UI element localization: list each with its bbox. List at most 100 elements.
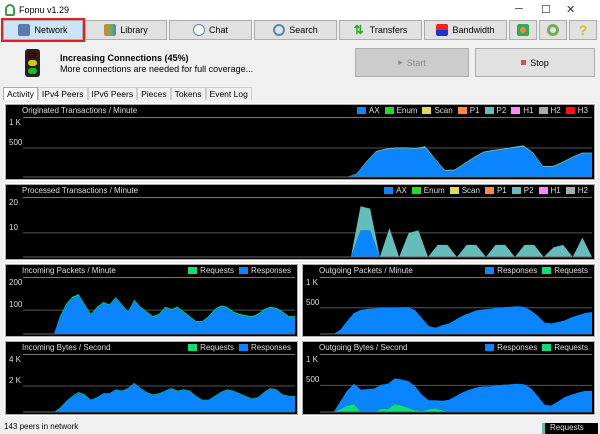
y-tick-label: 100 [9,300,23,310]
chart-panel: Outgoing Bytes / Second Responses Requests… [301,340,596,416]
legend-swatch [238,344,248,351]
bandwidth-icon [436,24,449,36]
toolbar-label: Network [34,25,68,35]
legend-swatch [449,187,459,194]
toolbar-search-button[interactable]: Search [254,20,337,40]
toolbar-label: Bandwidth [452,25,495,35]
legend-swatch [542,344,552,351]
legend-item: Enum [384,106,417,115]
main-toolbar: Network Library Chat Search ⇅ Transfers B… [1,18,597,42]
series-area-p2 [23,206,592,257]
toolbar-bandwidth-button[interactable]: Bandwidth [424,20,507,40]
chart-plot [320,277,592,335]
tab-ipv4-peers[interactable]: IPv4 Peers [37,87,88,100]
toolbar-library-button[interactable]: Library [85,20,167,40]
stop-icon [521,60,527,65]
settings-icon [547,24,559,36]
legend-swatch [188,267,198,274]
legend-swatch [411,187,421,194]
chart-title: Incoming Bytes / Second [22,343,111,352]
maximize-button[interactable]: ☐ [541,4,551,16]
chart-title: Processed Transactions / Minute [22,186,139,195]
toolbar-label: Search [289,25,318,35]
settings-button[interactable] [539,20,567,40]
toolbar-chat-button[interactable]: Chat [169,20,252,40]
stop-label: Stop [530,57,549,68]
legend-item: Requests [188,343,234,352]
legend-swatch [565,107,575,114]
start-button[interactable]: ▸ Start [355,48,469,77]
legend-swatch [538,107,548,114]
series-area-responses [23,383,295,412]
status-message: More connections are needed for full cov… [60,64,254,74]
tab-ipv6-peers[interactable]: IPv6 Peers [87,87,138,100]
series-area-requests [320,404,592,412]
legend-swatch [511,107,521,114]
legend-swatch [538,187,548,194]
chart-panel: Processed Transactions / Minute AX Enum Sca… [4,183,596,261]
legend-item: Scan [449,186,480,195]
toolbar-network-button[interactable]: Network [1,18,85,42]
series-area-responses [320,378,592,412]
legend-item: P2 [484,106,506,115]
tab-pieces[interactable]: Pieces [137,87,171,100]
status-title: Increasing Connections (45%) [60,53,189,63]
tab-tokens[interactable]: Tokens [170,87,206,100]
chart-legend: Responses Requests [485,343,588,352]
chart-legend: Requests Responses [188,343,291,352]
legend-swatch [422,107,432,114]
chart-panel: Originated Transactions / Minute AX Enum Sc… [4,103,596,181]
legend-swatch [457,107,467,114]
chart-panel: Incoming Bytes / Second Requests Responses… [4,340,299,416]
series-area-responses [320,306,592,334]
chart-title: Outgoing Bytes / Second [319,343,408,352]
close-button[interactable]: ✕ [566,4,576,16]
chart-legend: Responses Requests [485,266,588,275]
legend-swatch [356,107,366,114]
app-logo-icon [5,4,15,16]
chart-panel: Outgoing Packets / Minute Responses Reques… [301,263,596,338]
chart-tooltip: Requests [542,423,598,434]
y-tick-label: 10 [9,222,18,232]
toolbar-label: Transfers [369,25,408,35]
legend-swatch [384,187,394,194]
y-tick-label: 4 K [9,355,22,364]
legend-item: H2 [538,106,561,115]
series-area-ax [23,146,592,177]
help-button[interactable]: ? [569,20,597,40]
legend-item: Requests [188,266,234,275]
toolbar-transfers-button[interactable]: ⇅ Transfers [339,20,422,40]
minimize-button[interactable]: ─ [515,3,523,15]
legend-swatch [485,267,495,274]
series-area-responses [23,295,295,334]
tab-event-log[interactable]: Event Log [205,87,252,100]
legend-swatch [484,187,494,194]
chart-legend: Requests Responses [188,266,291,275]
stop-button[interactable]: Stop [475,48,595,77]
chat-icon [192,24,205,36]
legend-swatch [188,344,198,351]
chart-plot [23,117,592,178]
toolbar-label: Library [120,25,148,35]
y-tick-label: 1 K [306,278,319,287]
tab-activity[interactable]: Activity [3,87,38,100]
legend-item: AX [356,106,380,115]
chart-plot [23,197,592,258]
y-tick-label: 500 [306,297,320,307]
activity-tabs: Activity IPv4 Peers IPv6 Peers Pieces To… [3,87,252,100]
toolbar-label: Chat [208,25,228,35]
y-tick-label: 1 K [9,118,22,127]
legend-item: P1 [457,106,480,115]
legend-item: Responses [238,343,291,352]
users-button[interactable] [509,20,537,40]
y-tick-label: 500 [9,138,23,147]
help-icon: ? [578,22,588,38]
search-icon [273,24,286,36]
chart-title: Incoming Packets / Minute [22,266,116,275]
legend-item: P1 [484,186,507,195]
legend-item: Responses [238,266,291,275]
chart-panel: Incoming Packets / Minute Requests Respons… [4,263,299,338]
legend-item: Responses [485,266,537,275]
chart-title: Originated Transactions / Minute [22,106,138,115]
y-tick-label: 200 [9,278,23,287]
